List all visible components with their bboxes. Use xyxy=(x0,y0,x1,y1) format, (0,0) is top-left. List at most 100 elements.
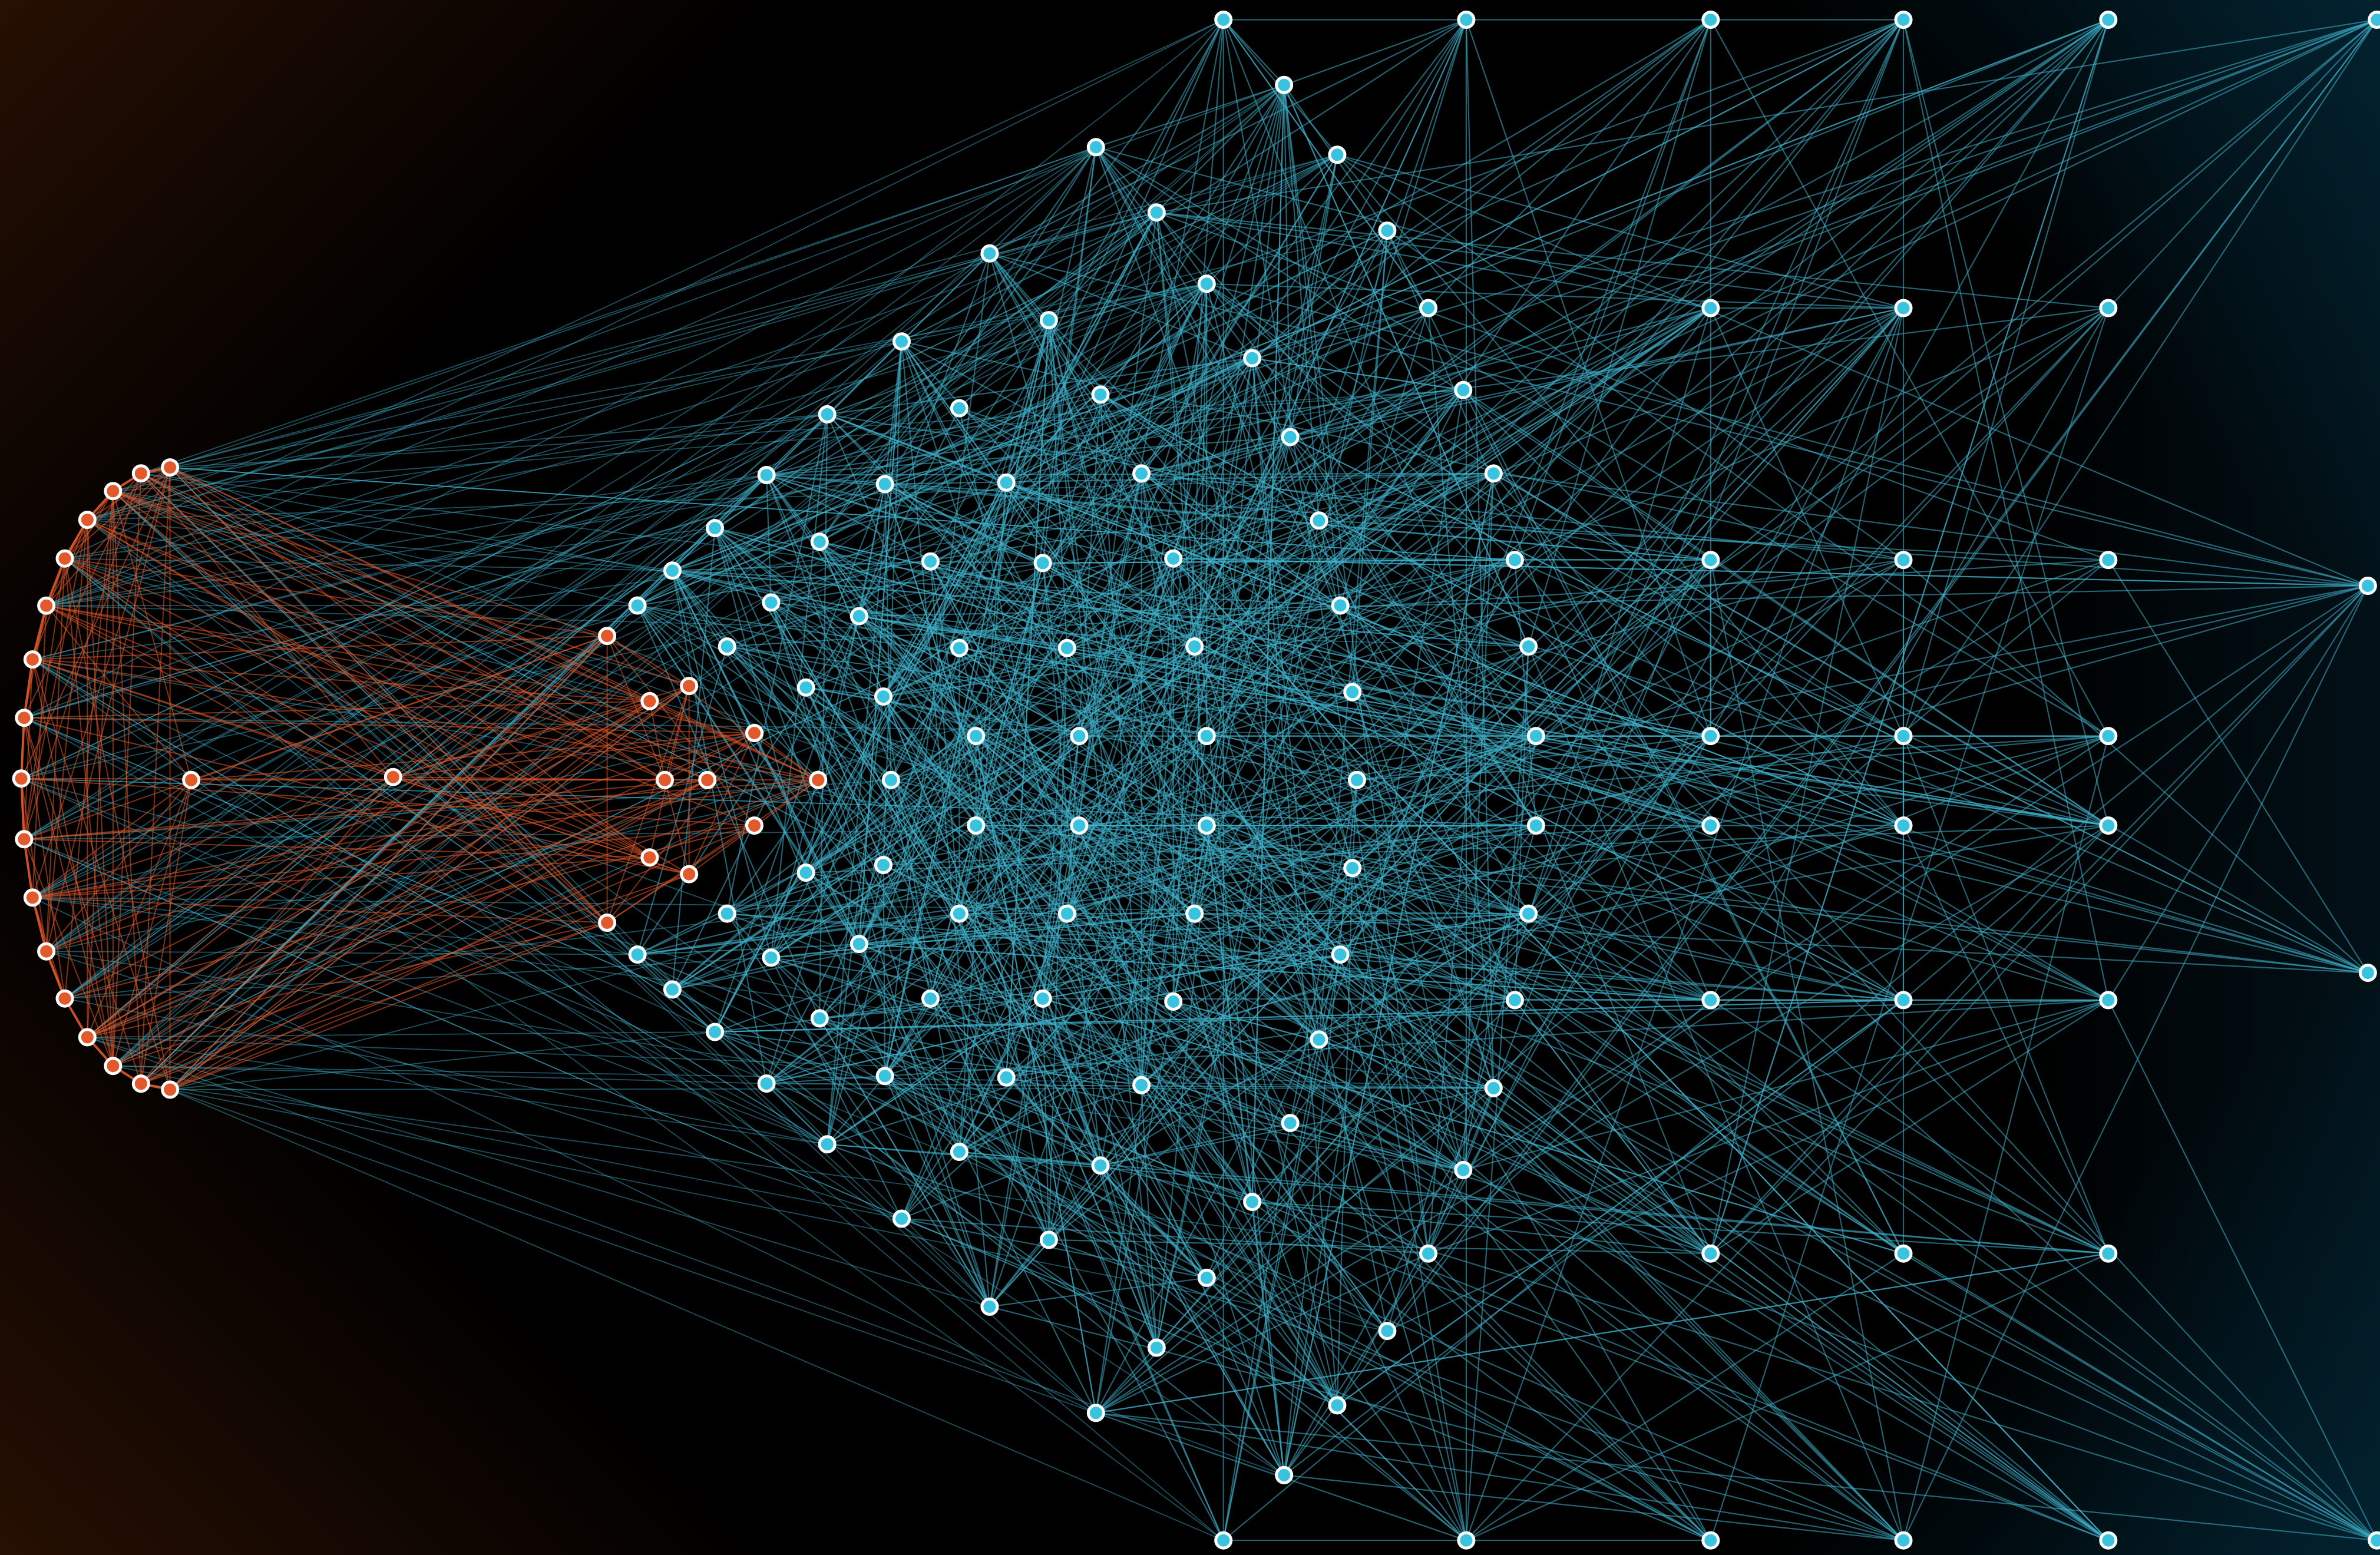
edge xyxy=(46,732,755,952)
orange-edges-layer xyxy=(20,466,819,1091)
edge xyxy=(819,1018,990,1307)
edge xyxy=(24,253,990,840)
edge xyxy=(1351,19,2109,693)
edge xyxy=(714,528,1050,1240)
edge xyxy=(87,1037,990,1308)
edge xyxy=(1141,307,1904,474)
edge xyxy=(958,647,1158,1348)
edge xyxy=(1048,320,1068,649)
orange-node xyxy=(37,596,56,615)
edge xyxy=(1903,585,2369,1541)
edge xyxy=(24,527,715,719)
blue-node xyxy=(1894,991,1913,1010)
edge xyxy=(169,700,650,1090)
edge xyxy=(1290,780,1358,1123)
edge xyxy=(1079,825,1711,1001)
edge xyxy=(1710,19,2109,737)
edge xyxy=(714,616,860,1033)
blue-node xyxy=(2099,11,2118,29)
edge xyxy=(672,528,716,990)
blue-node xyxy=(810,1009,829,1028)
edge xyxy=(890,779,1711,1541)
blue-node xyxy=(1701,11,1720,29)
edge xyxy=(901,211,1157,342)
blue-node xyxy=(1701,991,1720,1010)
edge xyxy=(819,541,1904,1255)
edge xyxy=(1141,558,1174,1086)
blue-node xyxy=(881,770,900,789)
orange-node xyxy=(161,458,180,477)
edge xyxy=(1493,472,2368,587)
blue-node xyxy=(757,466,776,484)
blue-node xyxy=(1243,349,1262,368)
blue-node xyxy=(2099,551,2118,570)
edge xyxy=(1079,825,2378,1541)
edge xyxy=(1463,389,1904,826)
orange-node xyxy=(55,549,74,568)
edge xyxy=(24,825,1536,840)
edge xyxy=(46,19,1224,607)
edge xyxy=(1173,558,2368,587)
orange-node xyxy=(640,848,659,867)
edge xyxy=(1156,1087,1494,1348)
blue-node xyxy=(796,863,815,882)
blue-node xyxy=(1086,138,1105,157)
edge xyxy=(64,558,1096,1414)
edge xyxy=(975,736,1097,1413)
edge xyxy=(113,1065,902,1219)
edge xyxy=(858,341,903,944)
edge xyxy=(1356,779,2378,1541)
blue-node xyxy=(1275,1465,1294,1484)
edge xyxy=(21,154,1338,779)
edge xyxy=(726,646,1529,915)
edge xyxy=(1290,1039,1320,1123)
edge xyxy=(1710,307,2109,1541)
edge xyxy=(46,951,1463,1171)
edge xyxy=(87,776,394,1038)
edge xyxy=(64,825,755,1000)
blue-node xyxy=(997,473,1016,492)
edge xyxy=(607,635,819,781)
blue-node xyxy=(849,607,868,626)
edge xyxy=(64,558,650,858)
edge xyxy=(1006,19,2378,484)
blue-node xyxy=(2358,964,2377,982)
edge xyxy=(805,212,1158,874)
edge xyxy=(32,474,767,660)
edge xyxy=(169,84,1285,1090)
edge xyxy=(21,778,1464,1171)
edge xyxy=(1284,19,1467,86)
blue-node xyxy=(950,904,968,923)
blue-node xyxy=(1033,554,1052,573)
edge xyxy=(141,413,828,474)
edge xyxy=(1206,283,1904,309)
edge xyxy=(976,825,1515,1001)
edge xyxy=(141,1083,1429,1255)
edge xyxy=(1100,1122,1291,1166)
edge xyxy=(1710,307,2109,1001)
edge xyxy=(32,779,192,898)
edge xyxy=(1710,19,2109,1254)
edge xyxy=(46,283,1207,607)
nodes-layer xyxy=(12,11,2380,1550)
edge xyxy=(169,466,990,1308)
edge xyxy=(393,685,689,778)
edge xyxy=(819,393,1101,542)
edge xyxy=(87,922,607,1038)
edge xyxy=(170,856,650,1090)
edge xyxy=(170,1031,715,1090)
edge xyxy=(1141,472,1904,561)
edge xyxy=(1251,735,1711,1203)
edge xyxy=(989,1306,1904,1541)
blue-node xyxy=(762,593,781,612)
blue-node xyxy=(1057,904,1076,923)
blue-node xyxy=(706,519,724,538)
edge xyxy=(24,413,828,840)
edge xyxy=(714,696,884,1033)
edge xyxy=(1156,211,1904,309)
edge xyxy=(87,519,1338,1406)
edge xyxy=(672,570,2109,1001)
edge xyxy=(64,558,755,826)
edge xyxy=(901,1217,1207,1279)
edge xyxy=(87,519,708,781)
